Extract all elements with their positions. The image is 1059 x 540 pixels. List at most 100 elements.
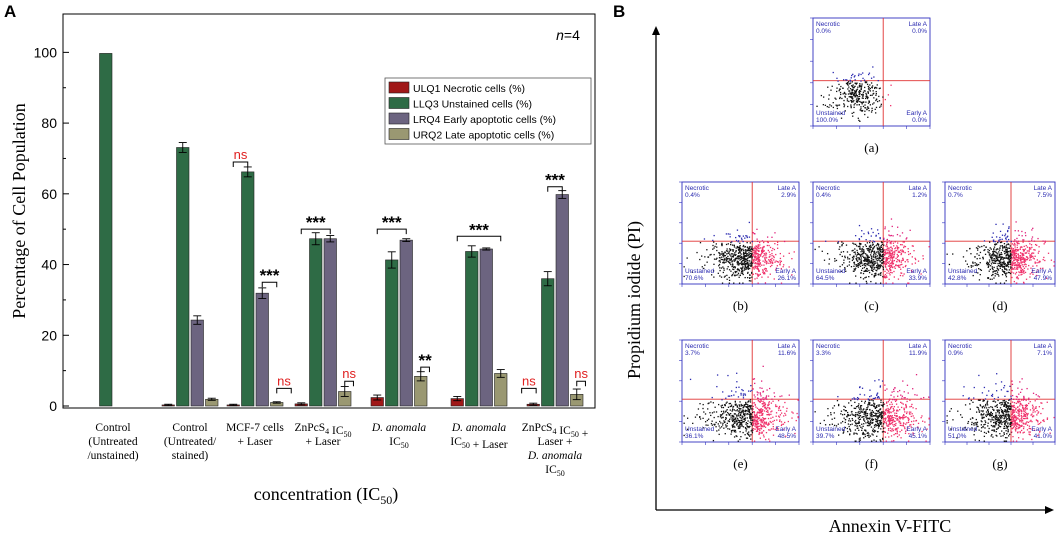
quadrant-late-value: 2.9% bbox=[781, 192, 796, 199]
data-point bbox=[759, 265, 761, 267]
data-point bbox=[868, 89, 870, 91]
data-point bbox=[764, 267, 766, 270]
data-point bbox=[1000, 435, 1002, 437]
data-point bbox=[1006, 420, 1008, 422]
data-point bbox=[765, 406, 767, 408]
data-point bbox=[873, 397, 875, 400]
data-point bbox=[1009, 398, 1011, 401]
data-point bbox=[753, 402, 756, 404]
data-point bbox=[1000, 417, 1002, 419]
significance-stars: *** bbox=[469, 220, 489, 239]
data-point bbox=[713, 276, 715, 278]
data-point bbox=[739, 427, 741, 429]
data-point bbox=[882, 262, 884, 264]
data-point bbox=[890, 264, 893, 267]
data-point bbox=[726, 409, 728, 411]
data-point bbox=[890, 104, 892, 107]
data-point bbox=[890, 234, 893, 237]
data-point bbox=[750, 384, 752, 387]
data-point bbox=[859, 263, 861, 265]
data-point bbox=[994, 405, 996, 408]
data-point bbox=[972, 262, 974, 264]
data-point bbox=[851, 98, 854, 100]
data-point bbox=[902, 380, 904, 382]
data-point bbox=[982, 258, 984, 260]
data-point bbox=[1029, 431, 1031, 433]
data-point bbox=[848, 90, 850, 92]
data-point bbox=[1013, 421, 1016, 423]
data-point bbox=[1017, 387, 1019, 389]
data-point bbox=[851, 413, 853, 415]
data-point bbox=[884, 421, 886, 424]
data-point bbox=[736, 404, 738, 407]
quadrant-unstained-value: 36.1% bbox=[685, 433, 704, 440]
data-point bbox=[854, 414, 857, 416]
data-point bbox=[1025, 413, 1028, 415]
data-point bbox=[730, 404, 733, 406]
data-point bbox=[1007, 257, 1009, 259]
data-point bbox=[897, 248, 899, 250]
data-point bbox=[1013, 411, 1015, 414]
data-point bbox=[1010, 395, 1012, 397]
data-point bbox=[746, 262, 748, 264]
data-point bbox=[858, 258, 860, 261]
data-point bbox=[1006, 433, 1008, 435]
data-point bbox=[1006, 230, 1009, 233]
data-point bbox=[1007, 415, 1009, 417]
data-point bbox=[1014, 429, 1017, 431]
data-point bbox=[884, 254, 886, 257]
data-point bbox=[890, 256, 892, 258]
data-point bbox=[742, 393, 745, 395]
data-point bbox=[1024, 252, 1026, 254]
data-point bbox=[864, 435, 867, 438]
data-point bbox=[827, 407, 829, 410]
data-point bbox=[1002, 246, 1004, 249]
data-point bbox=[857, 397, 860, 400]
data-point bbox=[837, 395, 839, 398]
data-point bbox=[899, 249, 902, 251]
data-point bbox=[1031, 428, 1033, 430]
data-point bbox=[902, 418, 904, 420]
data-point bbox=[928, 424, 930, 426]
data-point bbox=[866, 96, 868, 99]
data-point bbox=[1005, 254, 1007, 256]
data-point bbox=[1017, 257, 1020, 259]
data-point bbox=[1024, 248, 1027, 250]
data-point bbox=[863, 402, 866, 404]
data-point bbox=[1001, 249, 1004, 251]
data-point bbox=[1014, 259, 1017, 261]
data-point bbox=[759, 437, 761, 439]
data-point bbox=[890, 417, 892, 420]
data-point bbox=[747, 404, 749, 406]
data-point bbox=[869, 415, 872, 417]
data-point bbox=[731, 244, 734, 246]
data-point bbox=[987, 413, 990, 415]
data-point bbox=[903, 407, 905, 409]
data-point bbox=[867, 264, 869, 266]
significance-bracket bbox=[521, 387, 537, 394]
data-point bbox=[734, 417, 737, 419]
data-point bbox=[1025, 405, 1027, 408]
data-point bbox=[902, 258, 904, 260]
data-point bbox=[993, 248, 995, 250]
data-point bbox=[879, 385, 882, 387]
data-point bbox=[978, 411, 981, 413]
data-point bbox=[879, 265, 882, 268]
data-point bbox=[774, 269, 777, 271]
data-point bbox=[884, 249, 886, 251]
data-point bbox=[836, 400, 839, 402]
data-point bbox=[816, 105, 818, 107]
data-point bbox=[721, 251, 723, 253]
data-point bbox=[839, 97, 841, 100]
data-point bbox=[748, 246, 751, 248]
data-point bbox=[762, 246, 764, 248]
data-point bbox=[868, 421, 870, 423]
data-point bbox=[710, 422, 713, 425]
data-point bbox=[1015, 256, 1018, 258]
data-point bbox=[846, 98, 848, 100]
data-point bbox=[860, 260, 862, 262]
data-point bbox=[904, 411, 906, 413]
data-point bbox=[902, 416, 905, 419]
data-point bbox=[770, 421, 772, 424]
data-point bbox=[783, 264, 785, 266]
